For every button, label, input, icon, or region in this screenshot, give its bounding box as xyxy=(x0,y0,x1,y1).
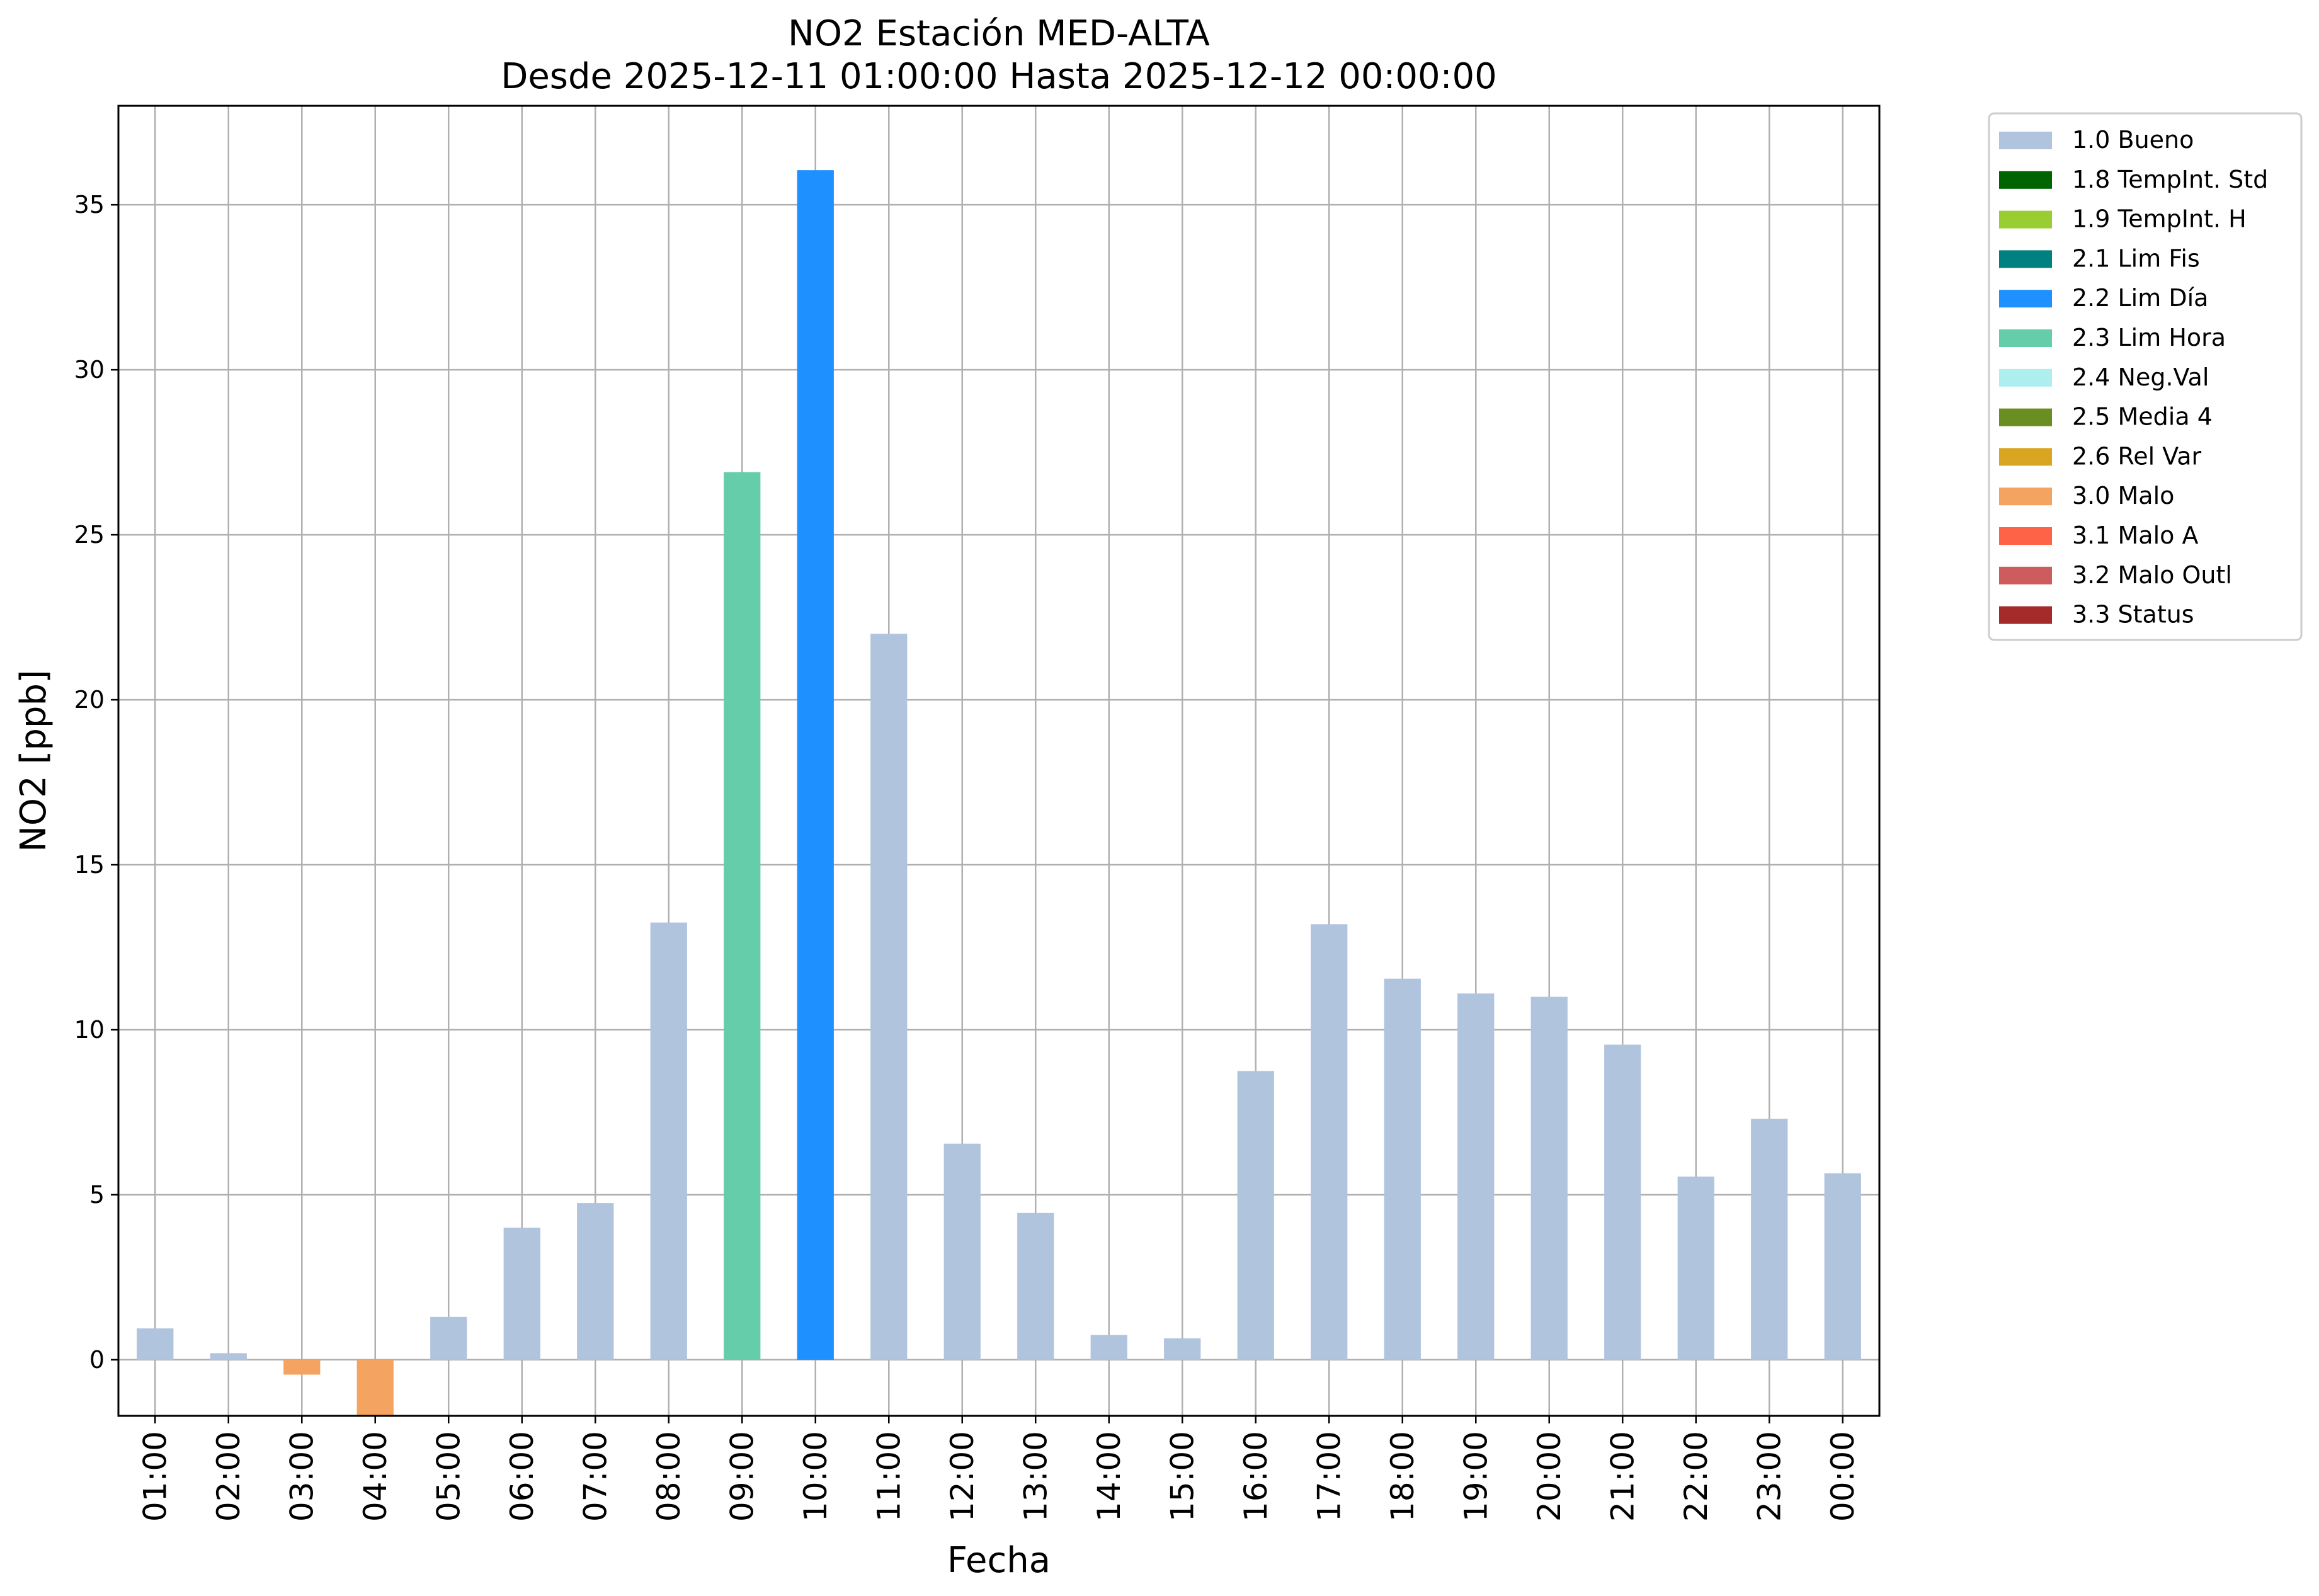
legend-swatch xyxy=(1999,329,2052,347)
x-tick-label: 22:00 xyxy=(1678,1431,1714,1522)
legend-swatch xyxy=(1999,448,2052,466)
x-tick-label: 04:00 xyxy=(357,1431,394,1522)
x-tick-label: 02:00 xyxy=(210,1431,247,1522)
bar xyxy=(356,1359,394,1416)
x-tick-label: 00:00 xyxy=(1825,1431,1861,1522)
x-tick-label: 03:00 xyxy=(283,1431,320,1522)
bar xyxy=(1457,993,1495,1360)
legend-swatch xyxy=(1999,290,2052,308)
legend-label: 2.4 Neg.Val xyxy=(2072,363,2209,391)
legend-label: 2.2 Lim Día xyxy=(2072,284,2208,312)
legend-swatch xyxy=(1999,250,2052,268)
legend-label: 1.9 TempInt. H xyxy=(2072,205,2247,233)
x-tick-label: 09:00 xyxy=(724,1431,760,1522)
bars xyxy=(137,170,1861,1416)
y-tick-label: 35 xyxy=(74,191,105,219)
legend-label: 2.1 Lim Fis xyxy=(2072,244,2200,272)
x-tick-label: 17:00 xyxy=(1311,1431,1347,1522)
legend-label: 3.2 Malo Outl xyxy=(2072,561,2232,589)
x-tick-label: 01:00 xyxy=(137,1431,173,1522)
x-tick-label: 14:00 xyxy=(1091,1431,1127,1522)
legend-frame xyxy=(1988,112,2303,641)
bar xyxy=(1677,1177,1714,1360)
bar xyxy=(650,922,687,1360)
bar xyxy=(1237,1071,1274,1360)
bar xyxy=(943,1143,981,1360)
legend-swatch xyxy=(1999,487,2052,506)
y-axis: 0 5 10 15 20 25 30 35 xyxy=(74,191,118,1374)
y-axis-title: NO2 [ppb] xyxy=(13,670,54,852)
y-tick-label: 30 xyxy=(74,356,105,384)
legend-label: 2.3 Lim Hora xyxy=(2072,324,2226,351)
x-tick-label: 11:00 xyxy=(870,1431,907,1522)
legend-label: 3.3 Status xyxy=(2072,601,2194,629)
legend-swatch xyxy=(1999,132,2052,149)
legend-label: 3.1 Malo A xyxy=(2072,522,2198,549)
y-tick-label: 5 xyxy=(89,1181,105,1209)
legend: 1.0 Bueno 1.8 TempInt. Std 1.9 TempInt. H 2… xyxy=(1988,112,2303,641)
y-tick-label: 0 xyxy=(89,1346,105,1374)
bar xyxy=(870,634,908,1360)
legend-swatch xyxy=(1999,171,2052,189)
x-tick-label: 15:00 xyxy=(1164,1431,1200,1522)
bar xyxy=(724,472,761,1360)
legend-label: 1.0 Bueno xyxy=(2072,126,2194,154)
legend-swatch xyxy=(1999,606,2052,624)
x-tick-label: 13:00 xyxy=(1017,1431,1054,1522)
chart-title: NO2 Estación MED-ALTA xyxy=(788,13,1210,54)
x-axis-title: Fecha xyxy=(947,1540,1051,1581)
y-tick-label: 25 xyxy=(74,521,105,549)
bar xyxy=(430,1316,467,1360)
bar xyxy=(1090,1335,1127,1360)
legend-label: 3.0 Malo xyxy=(2072,482,2174,510)
bar xyxy=(1017,1212,1054,1360)
x-tick-label: 16:00 xyxy=(1238,1431,1274,1522)
bar xyxy=(577,1203,614,1360)
legend-label: 2.6 Rel Var xyxy=(2072,442,2202,470)
y-tick-label: 10 xyxy=(74,1016,105,1044)
bar xyxy=(210,1353,247,1360)
legend-label: 1.8 TempInt. Std xyxy=(2072,166,2268,193)
x-tick-label: 06:00 xyxy=(504,1431,540,1522)
x-tick-label: 05:00 xyxy=(430,1431,467,1522)
bar xyxy=(797,170,834,1360)
bar xyxy=(503,1228,540,1360)
chart-subtitle: Desde 2025-12-11 01:00:00 Hasta 2025-12-… xyxy=(501,56,1497,97)
bar xyxy=(283,1359,321,1375)
bar xyxy=(137,1328,174,1360)
legend-swatch xyxy=(1999,566,2052,584)
plot-frame xyxy=(117,105,1881,1417)
bar xyxy=(1311,924,1348,1360)
legend-label: 2.5 Media 4 xyxy=(2072,403,2213,431)
bar xyxy=(1824,1173,1861,1360)
y-tick-label: 15 xyxy=(74,851,105,879)
x-tick-label: 10:00 xyxy=(797,1431,834,1522)
bar xyxy=(1164,1338,1201,1360)
x-axis: 01:00 02:00 03:00 04:00 05:00 06:00 07:00 08:00… xyxy=(137,1416,1861,1522)
legend-swatch xyxy=(1999,210,2052,229)
y-tick-label: 20 xyxy=(74,686,105,714)
x-tick-label: 08:00 xyxy=(651,1431,687,1522)
legend-swatch xyxy=(1999,408,2052,426)
x-tick-label: 18:00 xyxy=(1384,1431,1421,1522)
x-tick-label: 19:00 xyxy=(1457,1431,1494,1522)
x-tick-label: 23:00 xyxy=(1751,1431,1787,1522)
legend-swatch xyxy=(1999,368,2052,387)
x-tick-label: 07:00 xyxy=(577,1431,613,1522)
bar xyxy=(1604,1044,1641,1360)
bar xyxy=(1530,996,1568,1360)
legend-swatch xyxy=(1999,527,2052,545)
x-tick-label: 12:00 xyxy=(944,1431,981,1522)
x-tick-label: 21:00 xyxy=(1604,1431,1641,1522)
x-tick-label: 20:00 xyxy=(1531,1431,1568,1522)
bar xyxy=(1751,1119,1788,1360)
bar xyxy=(1384,978,1421,1360)
